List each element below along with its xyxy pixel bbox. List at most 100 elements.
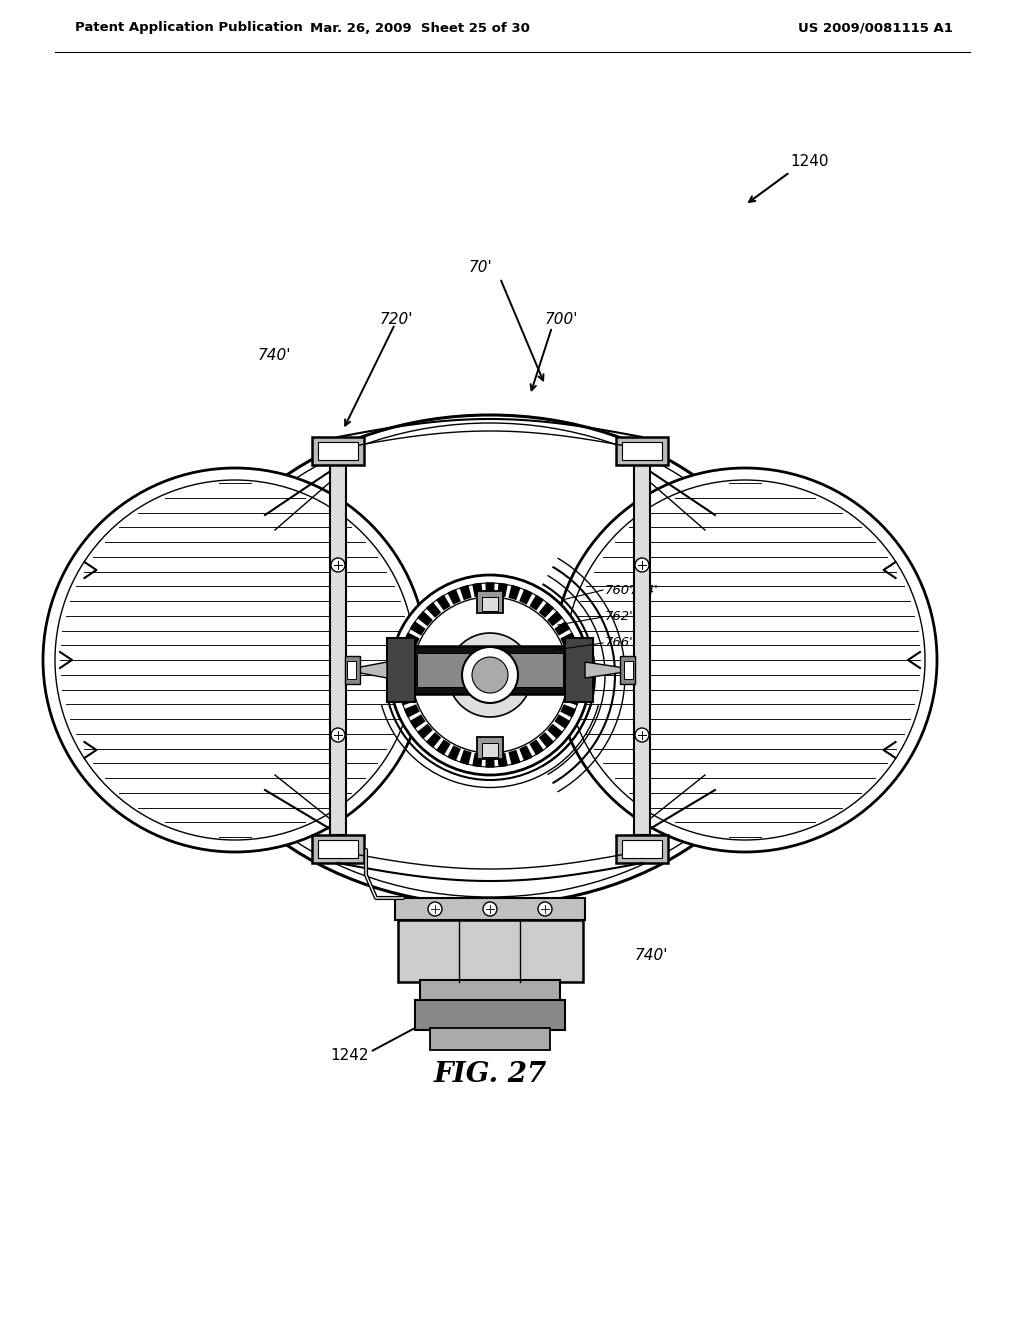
Polygon shape: [449, 746, 460, 760]
Bar: [622, 840, 662, 858]
Bar: [634, 465, 650, 836]
Bar: [347, 661, 356, 678]
Polygon shape: [540, 733, 553, 747]
Bar: [482, 597, 498, 611]
Bar: [565, 638, 593, 702]
Bar: [312, 437, 364, 465]
Circle shape: [635, 558, 649, 572]
Circle shape: [43, 469, 427, 851]
Polygon shape: [498, 754, 507, 767]
Circle shape: [428, 902, 442, 916]
Polygon shape: [400, 694, 415, 705]
Bar: [477, 737, 503, 759]
Polygon shape: [427, 733, 440, 747]
Bar: [345, 656, 360, 684]
Bar: [616, 437, 668, 465]
Bar: [318, 840, 358, 858]
Bar: [482, 743, 498, 756]
Circle shape: [449, 634, 532, 717]
Bar: [398, 920, 583, 982]
Polygon shape: [540, 603, 553, 616]
Text: 700': 700': [545, 313, 579, 327]
Polygon shape: [565, 694, 580, 705]
Polygon shape: [404, 634, 419, 645]
Circle shape: [483, 902, 497, 916]
Circle shape: [412, 597, 568, 752]
Polygon shape: [400, 645, 415, 656]
Polygon shape: [565, 645, 580, 656]
Polygon shape: [411, 622, 425, 635]
Polygon shape: [486, 755, 494, 767]
Polygon shape: [568, 657, 582, 667]
Polygon shape: [548, 725, 562, 738]
Text: Patent Application Publication: Patent Application Publication: [75, 21, 303, 34]
Text: 740': 740': [258, 347, 292, 363]
Text: FIG. 27: FIG. 27: [433, 1061, 547, 1089]
Circle shape: [565, 480, 925, 840]
Polygon shape: [404, 705, 419, 717]
Bar: [415, 1001, 565, 1030]
Text: 720': 720': [380, 313, 414, 327]
Circle shape: [398, 583, 582, 767]
Bar: [430, 1028, 550, 1049]
Bar: [624, 661, 633, 678]
Polygon shape: [570, 671, 582, 678]
Polygon shape: [509, 751, 519, 764]
Bar: [417, 653, 563, 686]
Text: 766': 766': [605, 636, 634, 649]
Polygon shape: [568, 682, 582, 692]
Bar: [318, 442, 358, 459]
Circle shape: [55, 480, 415, 840]
Polygon shape: [398, 657, 412, 667]
Polygon shape: [411, 715, 425, 729]
Bar: [420, 979, 560, 1002]
Polygon shape: [418, 725, 432, 738]
Text: 1240: 1240: [790, 154, 828, 169]
Circle shape: [390, 576, 590, 775]
Text: US 2009/0081115 A1: US 2009/0081115 A1: [798, 21, 952, 34]
Bar: [395, 898, 585, 920]
Circle shape: [462, 647, 518, 704]
Polygon shape: [418, 612, 432, 626]
Polygon shape: [555, 622, 569, 635]
Text: 740': 740': [635, 948, 669, 962]
Polygon shape: [437, 741, 450, 755]
Polygon shape: [398, 682, 412, 692]
Bar: [620, 656, 635, 684]
Polygon shape: [509, 586, 519, 599]
Polygon shape: [530, 741, 543, 755]
Circle shape: [331, 729, 345, 742]
Text: 70': 70': [468, 260, 492, 275]
Circle shape: [472, 657, 508, 693]
Polygon shape: [520, 746, 531, 760]
Text: 764': 764': [630, 583, 658, 597]
Polygon shape: [561, 634, 575, 645]
Text: 760': 760': [605, 583, 634, 597]
Polygon shape: [561, 705, 575, 717]
Polygon shape: [486, 583, 494, 595]
Text: 1242: 1242: [330, 1048, 369, 1063]
Polygon shape: [449, 590, 460, 603]
Text: 762': 762': [605, 610, 634, 623]
Circle shape: [331, 558, 345, 572]
Ellipse shape: [180, 414, 800, 906]
Bar: [387, 638, 415, 702]
Polygon shape: [473, 754, 482, 767]
Polygon shape: [461, 751, 471, 764]
Polygon shape: [427, 603, 440, 616]
Circle shape: [635, 729, 649, 742]
Text: Mar. 26, 2009  Sheet 25 of 30: Mar. 26, 2009 Sheet 25 of 30: [310, 21, 530, 34]
Polygon shape: [585, 663, 625, 678]
Polygon shape: [398, 671, 410, 678]
Bar: [407, 645, 573, 694]
Polygon shape: [530, 595, 543, 610]
Polygon shape: [355, 663, 387, 678]
Polygon shape: [473, 583, 482, 597]
Bar: [312, 836, 364, 863]
Polygon shape: [548, 612, 562, 626]
Bar: [330, 465, 346, 836]
Circle shape: [553, 469, 937, 851]
Polygon shape: [520, 590, 531, 603]
Bar: [477, 591, 503, 612]
Circle shape: [538, 902, 552, 916]
